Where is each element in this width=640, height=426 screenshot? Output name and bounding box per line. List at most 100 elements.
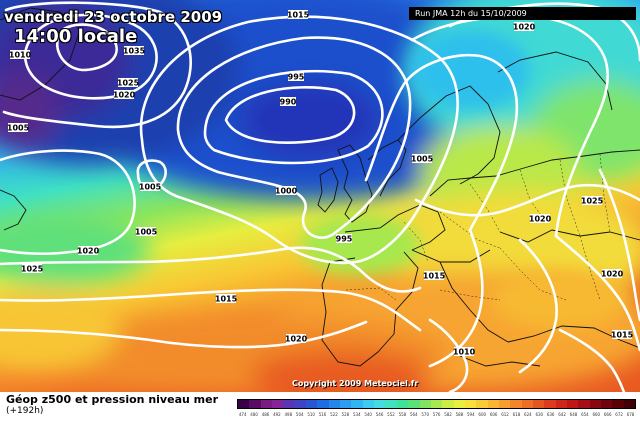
svg-text:1015: 1015	[287, 11, 310, 20]
color-scale-swatch	[306, 400, 318, 408]
color-scale-labels: 474 480 486 492 498 504 510 516 522 528 534 540 546 5…	[237, 411, 636, 419]
isobar-label: 1020	[285, 334, 308, 344]
isobar-label: 1020	[113, 90, 136, 100]
color-scale-tick: 654	[581, 412, 589, 417]
isobar-label: 995	[288, 72, 305, 82]
color-scale-tick: 534	[352, 412, 361, 417]
color-scale-tick: 612	[501, 412, 509, 417]
isobar-label: 1020	[513, 22, 536, 32]
svg-text:1015: 1015	[611, 331, 634, 340]
color-scale-swatch	[578, 400, 590, 408]
isobar-label: 1005	[135, 227, 158, 237]
forecast-time: 14:00 locale	[14, 26, 138, 47]
map-footer: Géop z500 et pression niveau mer (+192h)…	[0, 392, 640, 426]
isobar-label: 995	[336, 234, 353, 244]
color-scale-swatch	[419, 400, 431, 408]
color-scale-swatch	[340, 400, 352, 408]
svg-text:1020: 1020	[529, 215, 552, 224]
color-scale-swatch	[464, 400, 477, 408]
color-scale-tick: 504	[295, 412, 304, 417]
color-scale-tick: 594	[467, 412, 475, 417]
color-scale-tick: 516	[318, 412, 327, 417]
color-scale-swatch	[510, 400, 522, 408]
isobar-label: 1010	[9, 50, 32, 60]
color-scale-tick: 528	[341, 412, 350, 417]
color-scale-swatch	[396, 400, 409, 408]
color-scale	[237, 399, 636, 409]
color-scale-swatch	[566, 400, 579, 408]
svg-text:1010: 1010	[453, 348, 476, 357]
svg-text:1005: 1005	[7, 124, 30, 133]
isobar-label: 1020	[529, 214, 552, 224]
svg-text:1005: 1005	[135, 228, 158, 237]
color-scale-swatch	[498, 400, 511, 408]
color-scale-swatch	[555, 400, 567, 408]
svg-text:1015: 1015	[215, 295, 238, 304]
map-title: Géop z500 et pression niveau mer	[6, 393, 218, 406]
svg-text:1010: 1010	[9, 51, 32, 60]
svg-text:1025: 1025	[581, 197, 604, 206]
isobars	[0, 1, 640, 392]
color-scale-tick: 660	[592, 412, 601, 417]
color-scale-tick: 492	[273, 412, 281, 417]
isobar-label: 1015	[215, 294, 238, 304]
isobar-label: 1035	[123, 46, 146, 56]
svg-text:1020: 1020	[601, 270, 624, 279]
color-scale-tick: 576	[432, 412, 441, 417]
geopotential-map: 1015 1020 1010 1035 1025 1020 1005 995 9…	[0, 0, 640, 392]
color-scale-swatch	[260, 400, 273, 408]
color-scale-swatch	[328, 400, 341, 408]
color-scale-swatch	[532, 400, 545, 408]
svg-text:1015: 1015	[423, 272, 446, 281]
color-scale-swatch	[238, 400, 250, 408]
color-scale-tick: 486	[261, 412, 270, 417]
color-scale-tick: 630	[535, 412, 544, 417]
color-scale-tick: 648	[569, 412, 578, 417]
isobar-label: 1015	[611, 330, 634, 340]
color-scale-swatch	[430, 400, 443, 408]
isobar-labels: 1015 1020 1010 1035 1025 1020 1005 995 9…	[7, 10, 634, 357]
isobar-label: 1005	[411, 154, 434, 164]
color-scale-tick: 522	[330, 412, 338, 417]
color-scale-tick: 624	[524, 412, 532, 417]
isobar-label: 1005	[139, 182, 162, 192]
isobar-label: 990	[280, 97, 297, 107]
color-scale-swatch	[294, 400, 307, 408]
svg-text:1020: 1020	[113, 91, 136, 100]
forecast-date: vendredi 23 octobre 2009	[4, 8, 223, 26]
color-scale-tick: 636	[546, 412, 555, 417]
isobar-label: 1025	[21, 264, 44, 274]
color-scale-swatch	[374, 400, 386, 408]
svg-text:1020: 1020	[513, 23, 536, 32]
color-scale-swatch	[453, 400, 465, 408]
isobar-label: 1015	[423, 271, 446, 281]
color-scale-tick: 558	[398, 412, 407, 417]
color-scale-swatch	[283, 400, 295, 408]
color-scale-tick: 480	[250, 412, 258, 417]
color-scale-swatch	[487, 400, 499, 408]
color-scale-swatch	[521, 400, 533, 408]
color-scale-swatch	[544, 400, 556, 408]
color-scale-swatch	[385, 400, 397, 408]
svg-text:995: 995	[336, 235, 353, 244]
color-field	[0, 0, 640, 392]
model-run-label: Run JMA 12h du 15/10/2009	[409, 7, 636, 20]
isobar-label: 1005	[7, 123, 30, 133]
isobar-label: 1025	[581, 196, 604, 206]
svg-text:1025: 1025	[117, 79, 140, 88]
color-scale-swatch	[476, 400, 488, 408]
svg-text:1005: 1005	[411, 155, 434, 164]
color-scale-swatch	[623, 400, 636, 408]
svg-text:1035: 1035	[123, 47, 146, 56]
color-scale-tick: 510	[307, 412, 315, 417]
color-scale-swatch	[601, 400, 613, 408]
svg-text:990: 990	[280, 98, 297, 107]
color-scale-tick: 618	[512, 412, 521, 417]
color-scale-tick: 666	[603, 412, 612, 417]
isobar-label: 1015	[287, 10, 310, 20]
color-scale-tick: 474	[238, 412, 247, 417]
svg-text:1025: 1025	[21, 265, 44, 274]
svg-text:995: 995	[288, 73, 305, 82]
svg-text:1005: 1005	[139, 183, 162, 192]
